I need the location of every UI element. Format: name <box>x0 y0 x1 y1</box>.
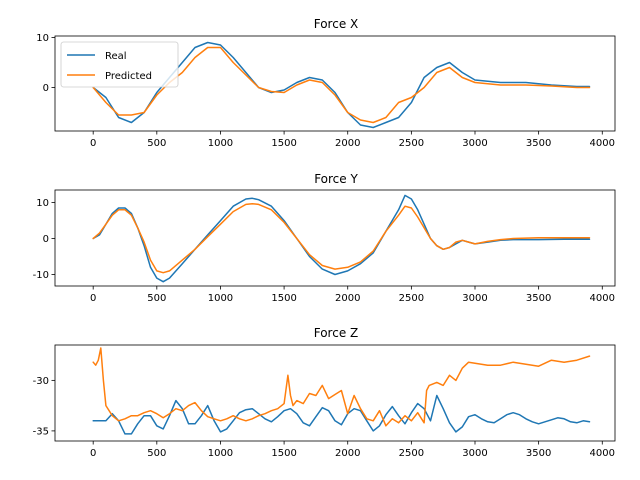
force-x-legend: Real Predicted <box>60 41 179 88</box>
force-z-y-tick-label: -30 <box>33 376 49 387</box>
force-x-x-tick-label: 4000 <box>590 138 615 149</box>
legend-label-predicted: Predicted <box>105 71 152 82</box>
force-y-y-tick-label: 10 <box>36 198 49 209</box>
force-x-x-tick-label: 500 <box>147 138 166 149</box>
force-x-x-tick-label: 3500 <box>526 138 551 149</box>
force-x-title: Force X <box>314 17 359 31</box>
force-z-x-tick-label: 4000 <box>590 448 615 459</box>
force-x-x-tick-label: 3000 <box>462 138 487 149</box>
force-z-x-tick-label: 3000 <box>462 448 487 459</box>
force-x-axes-frame <box>54 35 616 132</box>
force-y-x-tick-label: 1000 <box>208 293 233 304</box>
force-x-x-tick-label: 1500 <box>271 138 296 149</box>
force-x-y-tick-label: 0 <box>43 83 49 94</box>
force-y-y-tick-label: -10 <box>33 270 49 281</box>
force-z-x-tick-label: 0 <box>90 448 96 459</box>
force-y-axes-frame <box>54 189 616 287</box>
force-y-x-tick-label: 0 <box>90 293 96 304</box>
force-z-x-tick-label: 3500 <box>526 448 551 459</box>
force-z-title: Force Z <box>314 326 359 340</box>
force-y-x-tick-label: 1500 <box>271 293 296 304</box>
force-y-x-tick-label: 500 <box>147 293 166 304</box>
force-y-title: Force Y <box>314 172 358 186</box>
force-y-series-predicted <box>92 202 591 274</box>
force-x-x-tick-label: 2500 <box>399 138 424 149</box>
force-x-panel: Force X 0 500 1000 1500 2000 2500 3000 3500 4000… <box>36 17 616 149</box>
force-z-panel: Force Z 0 500 1000 1500 2000 2500 3000 3500 4000… <box>33 326 616 459</box>
force-z-axes-frame <box>54 344 616 442</box>
force-z-series-real <box>92 394 591 435</box>
force-y-x-tick-label: 3000 <box>462 293 487 304</box>
force-z-plot-area <box>92 347 591 435</box>
force-y-y-tick-label: 0 <box>43 234 49 245</box>
force-z-x-tick-label: 1000 <box>208 448 233 459</box>
force-z-x-tick-label: 2000 <box>335 448 360 459</box>
force-x-y-tick-label: 10 <box>36 33 49 44</box>
force-z-series-predicted <box>92 347 591 427</box>
force-y-panel: Force Y 0 500 1000 1500 2000 2500 3000 3500 4000… <box>33 172 616 304</box>
force-x-x-tick-label: 2000 <box>335 138 360 149</box>
force-z-x-tick-label: 1500 <box>271 448 296 459</box>
force-y-x-tick-label: 2000 <box>335 293 360 304</box>
force-y-plot-area <box>92 194 591 283</box>
legend-label-real: Real <box>105 51 127 62</box>
force-y-x-tick-label: 3500 <box>526 293 551 304</box>
force-x-x-tick-label: 1000 <box>208 138 233 149</box>
force-x-x-tick-label: 0 <box>90 138 96 149</box>
force-y-x-tick-label: 2500 <box>399 293 424 304</box>
force-z-x-tick-label: 2500 <box>399 448 424 459</box>
force-z-x-tick-label: 500 <box>147 448 166 459</box>
force-z-y-tick-label: -35 <box>33 426 49 437</box>
force-y-x-tick-label: 4000 <box>590 293 615 304</box>
